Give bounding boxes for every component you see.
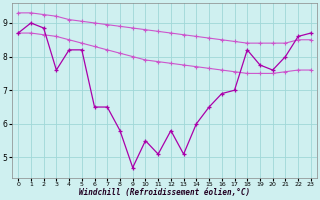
X-axis label: Windchill (Refroidissement éolien,°C): Windchill (Refroidissement éolien,°C) xyxy=(79,188,250,197)
